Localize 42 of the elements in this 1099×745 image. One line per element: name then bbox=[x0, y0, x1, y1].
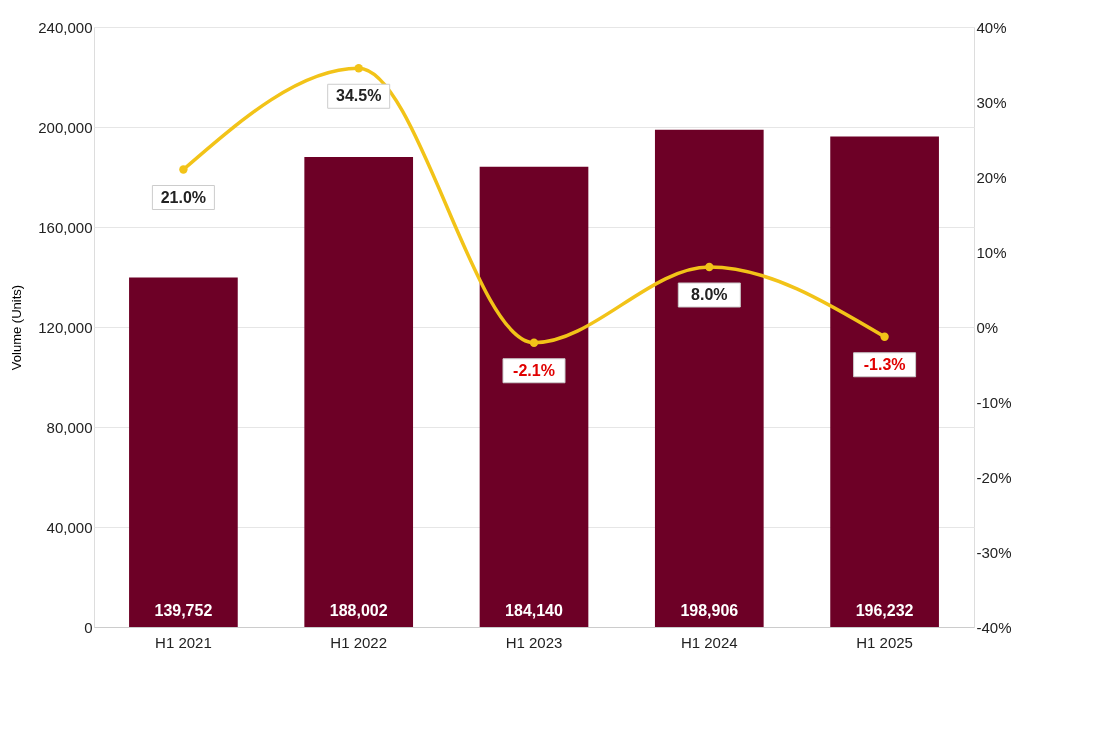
bar bbox=[830, 136, 939, 627]
y2-tick-label: 10% bbox=[976, 243, 1007, 261]
data-label: 198,906 bbox=[680, 602, 739, 619]
y2-tick-label: 40% bbox=[976, 18, 1007, 36]
data-label: 8.0% bbox=[691, 286, 728, 303]
data-label: -2.1% bbox=[513, 361, 555, 379]
y-tick-label: 40,000 bbox=[46, 518, 93, 536]
data-label: -1.3% bbox=[863, 355, 906, 373]
point bbox=[179, 165, 188, 174]
y2-tick-label: 0% bbox=[976, 318, 999, 336]
bar bbox=[479, 166, 589, 627]
y-axis-title: Volume (Units) bbox=[9, 284, 25, 371]
y-tick-label: 0 bbox=[84, 618, 93, 636]
bar bbox=[129, 277, 238, 627]
y2-tick-label: 30% bbox=[976, 93, 1007, 111]
data-label: 139,752 bbox=[154, 602, 213, 619]
data-label: 196,232 bbox=[855, 602, 914, 619]
x-tick-label: H1 2021 bbox=[155, 633, 212, 651]
y-tick-label: 200,000 bbox=[38, 118, 93, 136]
y2-tick-label: -30% bbox=[976, 543, 1012, 561]
data-label: 34.5% bbox=[336, 87, 382, 105]
x-tick-label: H1 2023 bbox=[505, 633, 563, 651]
x-tick-label: H1 2022 bbox=[330, 633, 388, 651]
y2-tick-label: 20% bbox=[976, 168, 1007, 186]
bar bbox=[654, 129, 764, 627]
y2-tick-label: -40% bbox=[976, 618, 1012, 636]
point bbox=[880, 332, 889, 341]
point bbox=[354, 64, 363, 73]
y-tick-label: 160,000 bbox=[38, 218, 93, 236]
y-tick-label: 120,000 bbox=[38, 318, 93, 336]
data-label: 188,002 bbox=[329, 602, 388, 619]
y2-tick-label: -20% bbox=[976, 468, 1012, 486]
point bbox=[529, 338, 539, 347]
y-tick-label: 240,000 bbox=[38, 18, 93, 36]
bar bbox=[304, 156, 414, 627]
y-tick-label: 80,000 bbox=[46, 418, 93, 436]
x-tick-label: H1 2024 bbox=[680, 633, 738, 651]
data-label: 21.0% bbox=[160, 188, 207, 206]
point bbox=[705, 262, 714, 272]
data-label: 184,140 bbox=[505, 602, 564, 619]
x-tick-label: H1 2025 bbox=[856, 633, 913, 651]
y2-tick-label: -10% bbox=[976, 393, 1012, 411]
